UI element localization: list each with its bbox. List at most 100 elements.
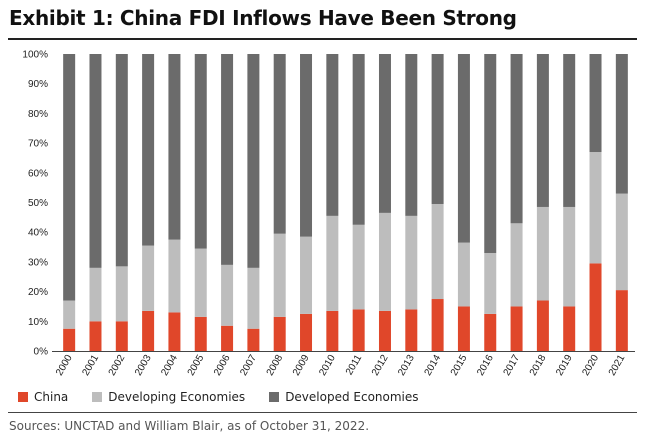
bar-segment-developed-economies-2007: [247, 54, 260, 268]
bar-segment-developing-economies-2019: [563, 206, 576, 307]
bar-segment-developing-economies-2002: [115, 266, 128, 322]
legend-swatch-developing: [92, 392, 103, 402]
x-tick-label: 2021: [607, 353, 628, 378]
x-tick-label: 2000: [54, 353, 75, 378]
x-tick-label: 2014: [423, 353, 444, 378]
bar-segment-developing-economies-2015: [457, 242, 470, 307]
bar-segment-china-2020: [589, 263, 602, 351]
x-tick-label: 2005: [186, 353, 207, 378]
y-tick-label: 50%: [28, 198, 48, 209]
x-tick-label: 2011: [344, 353, 364, 378]
bar-segment-china-2004: [168, 312, 181, 351]
bar-segment-china-2017: [510, 306, 523, 351]
x-tick-label: 2008: [265, 353, 286, 378]
bar-segment-china-2005: [194, 316, 207, 351]
bar-segment-developing-economies-2014: [431, 203, 444, 300]
bar-segment-china-2014: [431, 299, 444, 351]
x-tick-label: 2012: [370, 353, 391, 378]
bar-segment-developing-economies-2021: [615, 193, 628, 291]
bar-segment-developing-economies-2010: [326, 215, 339, 311]
bar-segment-developing-economies-2013: [405, 215, 418, 310]
bar-segment-developed-economies-2018: [536, 54, 549, 207]
y-tick-label: 0%: [34, 347, 49, 358]
x-tick-label: 2010: [317, 353, 338, 378]
bar-segment-developing-economies-2008: [273, 233, 286, 317]
bar-segment-developed-economies-2016: [484, 54, 497, 253]
x-tick-label: 2007: [238, 353, 259, 378]
bar-segment-china-2013: [405, 309, 418, 351]
bar-segment-developing-economies-2001: [89, 267, 102, 322]
x-tick-label: 2017: [502, 353, 523, 378]
bar-segment-developing-economies-2005: [194, 248, 207, 317]
y-tick-label: 10%: [28, 317, 48, 328]
x-axis: 2000 2001 2002 2003 2004 2005 2006 2007 2008 2009…: [52, 351, 635, 378]
bar-segment-developing-economies-2017: [510, 223, 523, 307]
bar-segment-developing-economies-2003: [142, 245, 155, 311]
bar-segment-china-2003: [142, 310, 155, 351]
legend-swatch-developed: [269, 392, 280, 402]
bar-segment-developed-economies-2001: [89, 54, 102, 268]
bar-segment-china-2001: [89, 321, 102, 351]
bar-segment-developed-economies-2008: [273, 54, 286, 234]
y-tick-label: 40%: [28, 228, 48, 239]
x-tick-label: 2002: [107, 353, 128, 378]
bar-segment-developing-economies-2007: [247, 267, 260, 329]
y-tick-label: 70%: [28, 139, 48, 150]
bar-segment-developed-economies-2010: [326, 54, 339, 216]
y-axis: 0% 10% 20% 30% 40% 50% 60% 70% 80% 90% 100%: [22, 50, 48, 358]
bar-segment-china-2015: [457, 306, 470, 351]
bar-segment-developed-economies-2020: [589, 54, 602, 153]
legend-item-developed: Developed Economies: [269, 390, 419, 404]
bar-segment-developing-economies-2006: [221, 264, 234, 326]
x-tick-label: 2009: [291, 353, 312, 378]
y-tick-label: 20%: [28, 287, 48, 298]
bar-segment-developed-economies-2015: [457, 54, 470, 243]
bar-segment-developed-economies-2014: [431, 54, 444, 204]
bar-segment-developed-economies-2004: [168, 54, 181, 240]
legend-label-china: China: [34, 390, 69, 404]
legend-swatch-china: [18, 392, 28, 402]
legend: China Developing Economies Developed Eco…: [18, 389, 443, 405]
bar-segment-developing-economies-2009: [300, 236, 313, 314]
bar-segment-developed-economies-2013: [405, 54, 418, 216]
bar-segment-developed-economies-2021: [615, 54, 628, 194]
bar-segment-china-2019: [563, 306, 576, 351]
bars: [63, 54, 628, 352]
bar-segment-china-2010: [326, 310, 339, 351]
bar-segment-developed-economies-2005: [194, 54, 207, 249]
bar-segment-developed-economies-2017: [510, 54, 523, 224]
bar-segment-china-2000: [63, 328, 76, 351]
stacked-bar-chart: 0%10%20%30%40%50%60%70%80%90%100% 2000 20…: [22, 50, 635, 378]
y-tick-label: 80%: [28, 109, 48, 120]
x-tick-label: 2004: [159, 353, 180, 378]
legend-label-developing: Developing Economies: [108, 390, 246, 404]
x-tick-label: 2013: [396, 353, 417, 378]
bar-segment-developed-economies-2002: [115, 54, 128, 267]
x-tick-label: 2020: [580, 353, 601, 378]
bar-segment-developed-economies-2012: [378, 54, 391, 213]
y-tick-label: 60%: [28, 168, 48, 179]
bar-segment-china-2006: [221, 325, 234, 351]
bar-segment-developed-economies-2009: [300, 54, 313, 237]
x-tick-label: 2018: [528, 353, 549, 378]
bar-segment-developing-economies-2018: [536, 206, 549, 301]
source-note: Sources: UNCTAD and William Blair, as of…: [9, 419, 370, 433]
bar-segment-developing-economies-2011: [352, 224, 365, 310]
title-rule: [8, 38, 637, 40]
bar-segment-china-2016: [484, 313, 497, 352]
legend-label-developed: Developed Economies: [285, 390, 419, 404]
x-tick-label: 2015: [449, 353, 470, 378]
chart-title: Exhibit 1: China FDI Inflows Have Been S…: [9, 6, 517, 30]
x-tick-label: 2003: [133, 353, 154, 378]
bar-segment-china-2018: [536, 300, 549, 351]
bar-segment-china-2021: [615, 290, 628, 351]
bar-segment-developed-economies-2019: [563, 54, 576, 207]
y-tick-label: 100%: [22, 50, 48, 61]
bar-segment-china-2012: [378, 310, 391, 351]
bar-segment-developing-economies-2012: [378, 212, 391, 311]
bar-segment-china-2008: [273, 316, 286, 351]
bar-segment-developed-economies-2003: [142, 54, 155, 246]
bar-segment-developing-economies-2020: [589, 152, 602, 264]
bar-segment-developed-economies-2000: [63, 54, 76, 301]
bar-segment-developed-economies-2006: [221, 54, 234, 265]
